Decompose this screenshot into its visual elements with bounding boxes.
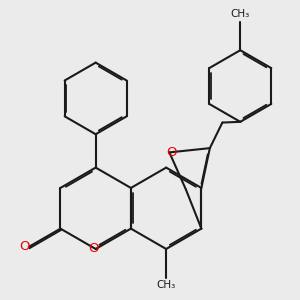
Text: CH₃: CH₃ <box>231 9 250 19</box>
Text: O: O <box>167 146 177 159</box>
Text: O: O <box>20 240 30 254</box>
Text: O: O <box>88 242 99 256</box>
Text: CH₃: CH₃ <box>157 280 176 290</box>
